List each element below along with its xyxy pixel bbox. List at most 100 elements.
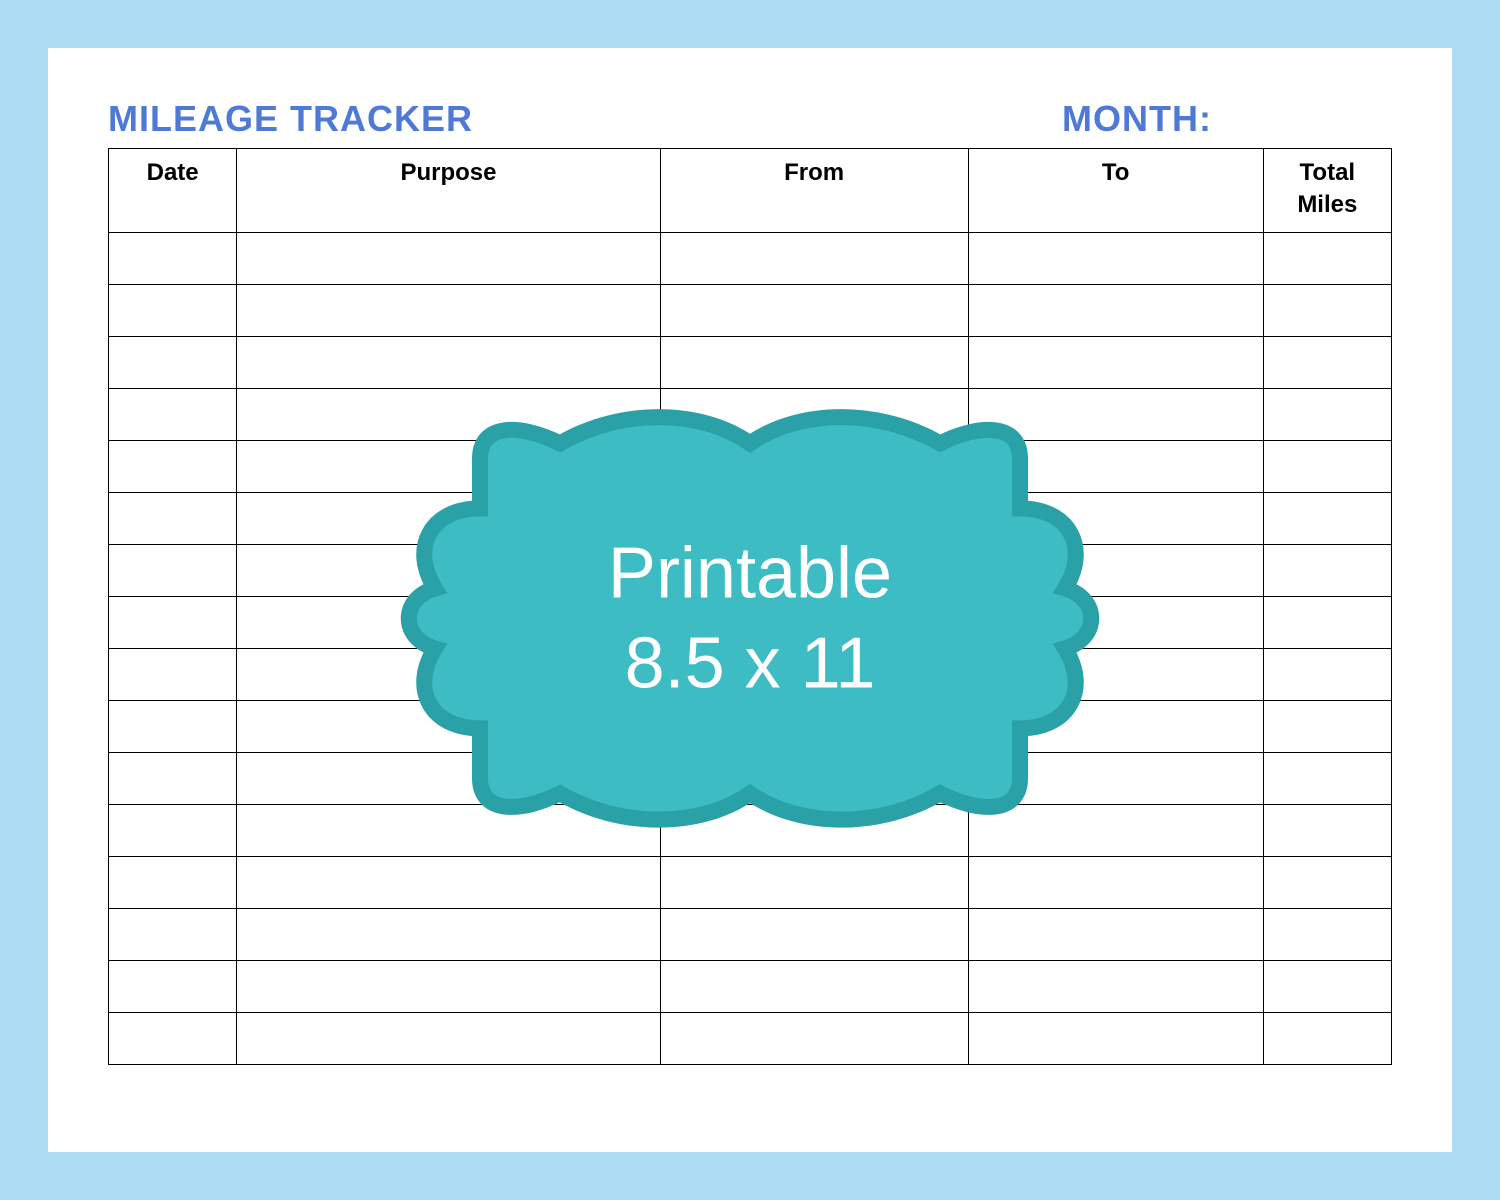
table-cell xyxy=(237,856,660,908)
table-cell xyxy=(109,1012,237,1064)
table-body xyxy=(109,232,1392,1064)
table-cell xyxy=(109,804,237,856)
table-cell xyxy=(660,544,968,596)
table-cell xyxy=(237,284,660,336)
table-cell xyxy=(237,440,660,492)
table-cell xyxy=(660,752,968,804)
table-cell xyxy=(660,700,968,752)
table-cell xyxy=(1263,908,1391,960)
outer-frame: MILEAGE TRACKER MONTH: DatePurposeFromTo… xyxy=(0,0,1500,1200)
table-cell xyxy=(968,908,1263,960)
table-row xyxy=(109,388,1392,440)
table-cell xyxy=(1263,1012,1391,1064)
table-cell xyxy=(109,596,237,648)
column-header: Date xyxy=(109,149,237,233)
table-cell xyxy=(109,960,237,1012)
table-cell xyxy=(660,492,968,544)
table-cell xyxy=(968,388,1263,440)
mileage-table: DatePurposeFromToTotalMiles xyxy=(108,148,1392,1065)
table-cell xyxy=(237,804,660,856)
table-cell xyxy=(660,856,968,908)
table-cell xyxy=(1263,284,1391,336)
table-cell xyxy=(109,232,237,284)
table-cell xyxy=(1263,440,1391,492)
table-cell xyxy=(109,752,237,804)
table-cell xyxy=(660,648,968,700)
table-cell xyxy=(1263,388,1391,440)
table-cell xyxy=(237,1012,660,1064)
table-header-row: DatePurposeFromToTotalMiles xyxy=(109,149,1392,233)
table-cell xyxy=(1263,648,1391,700)
table-cell xyxy=(109,856,237,908)
table-cell xyxy=(660,596,968,648)
table-cell xyxy=(237,908,660,960)
table-row xyxy=(109,648,1392,700)
column-header: To xyxy=(968,149,1263,233)
table-cell xyxy=(968,648,1263,700)
table-cell xyxy=(109,492,237,544)
table-cell xyxy=(660,960,968,1012)
page-title: MILEAGE TRACKER xyxy=(108,98,473,140)
table-cell xyxy=(237,700,660,752)
column-header: Purpose xyxy=(237,149,660,233)
table-cell xyxy=(1263,336,1391,388)
table-cell xyxy=(109,544,237,596)
table-cell xyxy=(109,440,237,492)
table-cell xyxy=(968,960,1263,1012)
table-row xyxy=(109,336,1392,388)
table-row xyxy=(109,1012,1392,1064)
table-cell xyxy=(237,336,660,388)
header-row: MILEAGE TRACKER MONTH: xyxy=(108,98,1392,140)
table-row xyxy=(109,856,1392,908)
table-cell xyxy=(660,232,968,284)
table-cell xyxy=(968,284,1263,336)
table-row xyxy=(109,232,1392,284)
column-header: From xyxy=(660,149,968,233)
column-header: TotalMiles xyxy=(1263,149,1391,233)
table-row xyxy=(109,700,1392,752)
table-cell xyxy=(660,804,968,856)
table-row xyxy=(109,596,1392,648)
table-cell xyxy=(109,388,237,440)
table-cell xyxy=(1263,856,1391,908)
table-cell xyxy=(968,336,1263,388)
table-cell xyxy=(109,336,237,388)
table-cell xyxy=(1263,596,1391,648)
table-cell xyxy=(660,284,968,336)
table-cell xyxy=(109,700,237,752)
table-cell xyxy=(1263,960,1391,1012)
table-cell xyxy=(968,752,1263,804)
table-cell xyxy=(237,544,660,596)
table-row xyxy=(109,752,1392,804)
table-cell xyxy=(660,440,968,492)
table-cell xyxy=(968,856,1263,908)
table-cell xyxy=(1263,492,1391,544)
table-cell xyxy=(237,232,660,284)
table-row xyxy=(109,960,1392,1012)
table-cell xyxy=(1263,544,1391,596)
table-cell xyxy=(1263,700,1391,752)
table-head: DatePurposeFromToTotalMiles xyxy=(109,149,1392,233)
table-cell xyxy=(968,596,1263,648)
table-cell xyxy=(1263,232,1391,284)
table-cell xyxy=(237,648,660,700)
table-cell xyxy=(968,544,1263,596)
table-row xyxy=(109,908,1392,960)
table-cell xyxy=(1263,804,1391,856)
table-cell xyxy=(968,804,1263,856)
table-cell xyxy=(237,752,660,804)
table-cell xyxy=(660,1012,968,1064)
table-cell xyxy=(968,492,1263,544)
table-row xyxy=(109,544,1392,596)
table-cell xyxy=(660,908,968,960)
table-cell xyxy=(968,232,1263,284)
page: MILEAGE TRACKER MONTH: DatePurposeFromTo… xyxy=(48,48,1452,1152)
table-cell xyxy=(1263,752,1391,804)
table-cell xyxy=(968,700,1263,752)
table-cell xyxy=(237,596,660,648)
table-cell xyxy=(968,440,1263,492)
table-cell xyxy=(237,960,660,1012)
table-cell xyxy=(109,908,237,960)
table-cell xyxy=(109,284,237,336)
table-cell xyxy=(660,388,968,440)
